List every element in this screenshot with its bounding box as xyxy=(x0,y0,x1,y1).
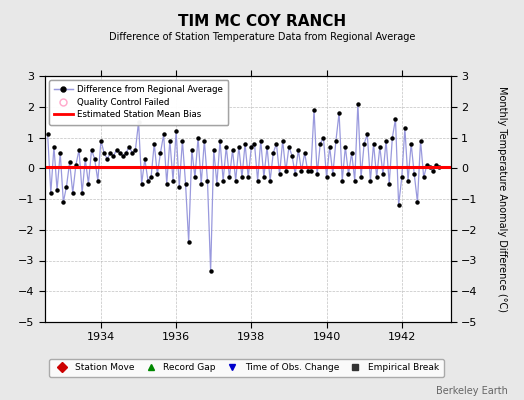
Text: Berkeley Earth: Berkeley Earth xyxy=(436,386,508,396)
Legend: Station Move, Record Gap, Time of Obs. Change, Empirical Break: Station Move, Record Gap, Time of Obs. C… xyxy=(49,359,444,377)
Text: Difference of Station Temperature Data from Regional Average: Difference of Station Temperature Data f… xyxy=(109,32,415,42)
Legend: Difference from Regional Average, Quality Control Failed, Estimated Station Mean: Difference from Regional Average, Qualit… xyxy=(49,80,228,124)
Y-axis label: Monthly Temperature Anomaly Difference (°C): Monthly Temperature Anomaly Difference (… xyxy=(497,86,507,312)
Text: TIM MC COY RANCH: TIM MC COY RANCH xyxy=(178,14,346,29)
